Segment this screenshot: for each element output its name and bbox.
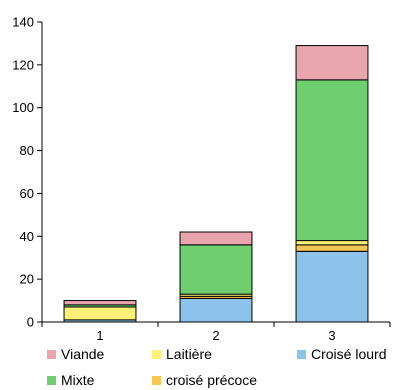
y-axis: 0 20 40 60 80 100 120 140 [12,15,43,330]
bar-segment-1-cat-2 [179,297,253,323]
y-tick-label: 40 [20,229,34,244]
y-tick-label: 80 [20,143,34,158]
bar-segment-2-cat-3 [295,244,369,252]
x-tick-label: 1 [96,328,103,343]
bar-segment-5-cat-2 [179,231,253,246]
bar-segment-4-cat-2 [179,244,253,295]
bar-segment-1-cat-3 [295,250,369,323]
x-tick-label: 2 [212,328,219,343]
y-tick-label: 100 [12,100,34,115]
y-tick-label: 0 [27,315,34,330]
bar-segment-3-cat-3 [295,240,369,246]
y-tick-label: 140 [12,15,34,30]
y-tick-label: 120 [12,57,34,72]
bar-segment-4-cat-3 [295,79,369,242]
x-tick-label: 3 [328,328,335,343]
x-axis: 1 2 3 [41,321,391,343]
bar-segment-5-cat-1 [63,300,137,306]
bars [63,45,369,323]
bar-segment-5-cat-3 [295,45,369,81]
y-tick-label: 60 [20,186,34,201]
y-tick-label: 20 [20,272,34,287]
bar-segment-3-cat-1 [63,306,137,321]
